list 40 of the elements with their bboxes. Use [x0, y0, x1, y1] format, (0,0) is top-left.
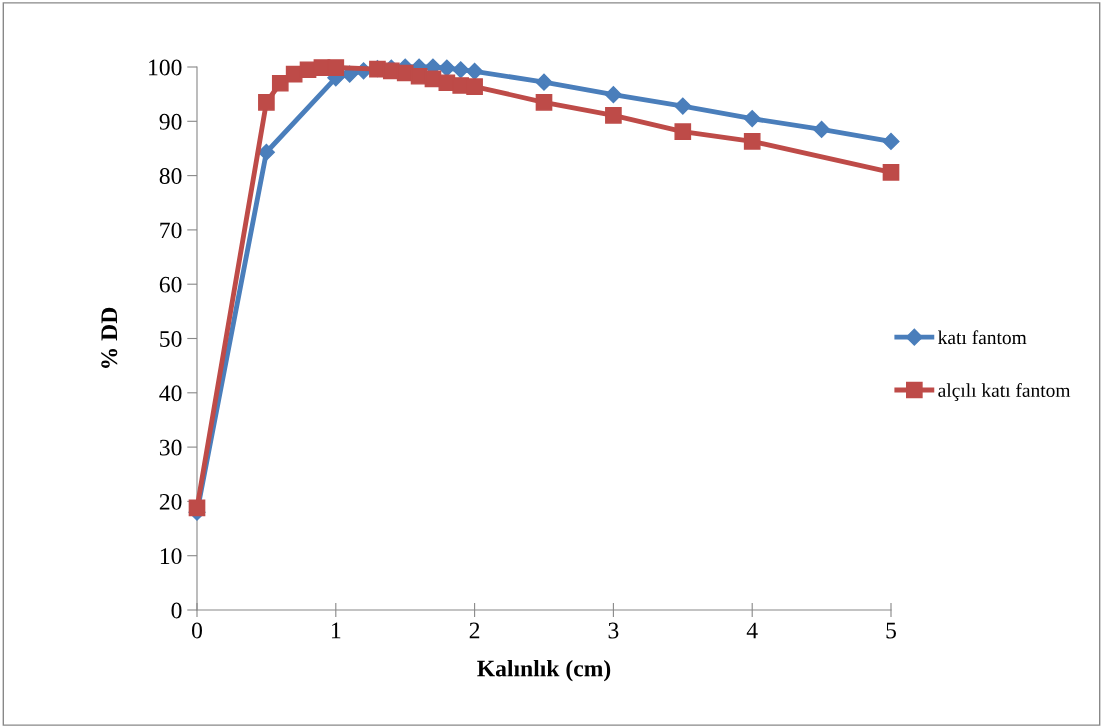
- y-tick-label: 30: [159, 439, 182, 456]
- x-tick-label: 2: [469, 622, 480, 639]
- point: [466, 78, 483, 95]
- x-tick-label: 5: [886, 622, 896, 639]
- x-tick-label: 1: [331, 622, 341, 639]
- y-tick-label: 100: [149, 59, 182, 76]
- point: [674, 97, 692, 115]
- y-tick-label: 70: [160, 222, 182, 239]
- x-tick-label: 0: [192, 622, 202, 639]
- point: [452, 61, 470, 79]
- y-tick-label: 90: [159, 113, 182, 130]
- y-tick-label: 0: [171, 602, 182, 619]
- point: [188, 499, 206, 517]
- y-tick-label: 40: [159, 385, 182, 402]
- legend-label: katı fantom: [938, 330, 1027, 345]
- x-tick-label: 4: [746, 622, 758, 639]
- point: [327, 59, 345, 76]
- y-tick-label: 20: [159, 493, 182, 510]
- legend-label: alçılı katı fantom: [938, 383, 1071, 401]
- y-tick-label: 50: [160, 330, 182, 347]
- point: [535, 73, 553, 91]
- point: [605, 106, 622, 124]
- point: [466, 62, 484, 80]
- point: [258, 93, 275, 111]
- y-tick-label: 10: [160, 548, 182, 565]
- point: [813, 120, 831, 138]
- x-tick-label: 3: [608, 622, 619, 639]
- point: [438, 59, 456, 77]
- point: [535, 93, 553, 111]
- point: [882, 132, 900, 150]
- point: [271, 74, 289, 92]
- point: [674, 123, 692, 140]
- point: [604, 86, 622, 104]
- point: [882, 164, 900, 181]
- y-axis-title: % DD: [101, 307, 118, 368]
- point: [743, 110, 761, 128]
- x-axis-title: Kalınlık (cm): [477, 659, 611, 682]
- y-tick-label: 80: [159, 168, 182, 185]
- point: [743, 133, 761, 150]
- y-tick-label: 60: [159, 276, 182, 293]
